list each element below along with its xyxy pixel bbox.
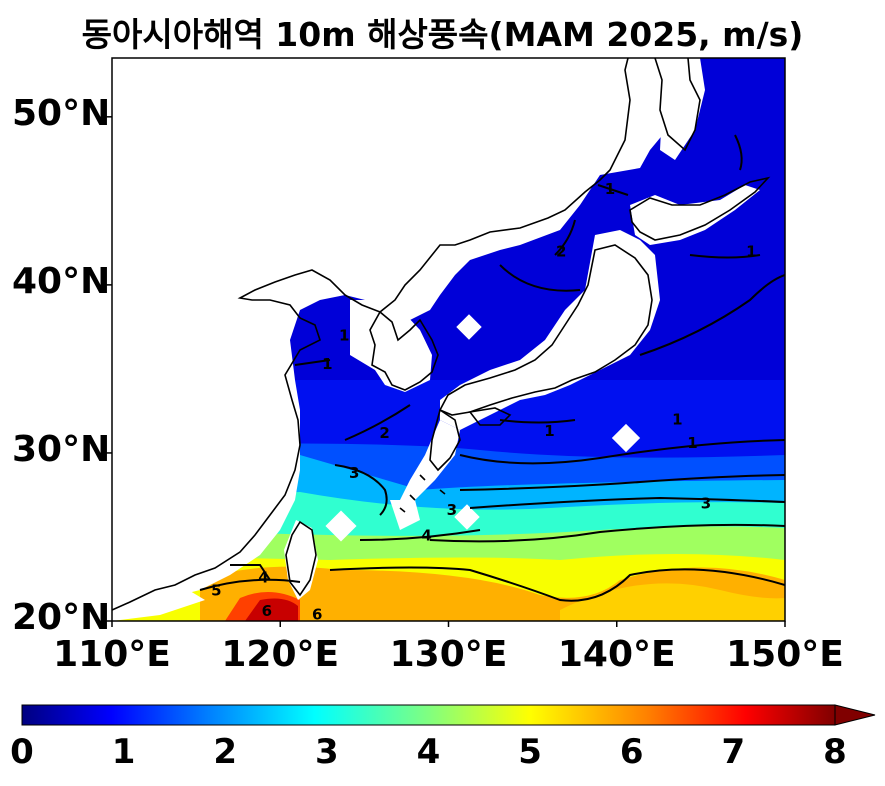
contour-label: 3 <box>447 501 457 519</box>
lon-tick-label: 140°E <box>557 634 676 675</box>
contour-label: 2 <box>556 242 566 260</box>
contour-label: 2 <box>379 424 389 442</box>
land-mask-square <box>454 504 480 530</box>
coastline-ryukyu <box>399 474 446 513</box>
colorbar-tick-label: 7 <box>721 732 746 772</box>
contour-line <box>597 184 629 196</box>
coastline-japan <box>438 244 653 416</box>
contour-label: 3 <box>349 464 359 482</box>
map-title: 동아시아해역 10m 해상풍속(MAM 2025, m/s) <box>81 15 804 54</box>
contour-label: 1 <box>687 434 697 452</box>
contour-label: 6 <box>312 605 322 623</box>
contour-line <box>734 134 743 171</box>
contour-line <box>639 274 785 356</box>
colorbar-bar <box>21 704 836 726</box>
land-mask-sakhalin <box>645 58 705 160</box>
wind-field-band <box>245 598 298 621</box>
colorbar-tick-label: 1 <box>111 732 136 772</box>
contour-line <box>499 419 576 424</box>
land-mask-square <box>611 423 641 453</box>
contour-label: 3 <box>701 494 711 512</box>
land-mask-square <box>456 314 482 340</box>
lon-tick-label: 150°E <box>726 634 844 675</box>
colorbar <box>21 704 876 726</box>
colorbar-tick-label: 4 <box>416 732 441 772</box>
colorbar-extend-arrow <box>834 704 876 726</box>
coastline-mainland <box>112 58 631 611</box>
contour-label: 5 <box>211 582 221 600</box>
axis-tick-marks <box>106 116 786 627</box>
coastline-hokkaido <box>629 176 771 241</box>
contour-line <box>230 564 271 581</box>
colorbar-tick-label: 3 <box>315 732 339 772</box>
colorbar-tick-label: 2 <box>213 732 238 772</box>
coastlines <box>112 58 771 611</box>
colorbar-tick-label: 8 <box>823 732 847 772</box>
contour-label: 6 <box>262 602 272 620</box>
land-mask-kyushu-islands <box>395 420 460 520</box>
contour-label: 4 <box>258 568 268 586</box>
contour-label: 1 <box>322 355 332 373</box>
land-mask-hainan-coast <box>112 585 205 621</box>
colorbar-tick-label: 6 <box>619 732 644 772</box>
colorbar-tick-label: 5 <box>518 732 542 772</box>
lat-tick-label: 30°N <box>12 428 111 470</box>
contour-line <box>554 219 576 256</box>
contour-line <box>329 566 785 602</box>
contour-line <box>199 578 301 591</box>
lon-tick-label: 130°E <box>389 634 508 675</box>
wind-contours <box>199 134 785 602</box>
lat-tick-label: 50°N <box>12 92 111 134</box>
contour-label: 1 <box>605 180 615 198</box>
contour-line <box>429 523 785 543</box>
lon-tick-label: 120°E <box>221 634 340 675</box>
contour-label: 1 <box>746 242 756 260</box>
contour-label: 1 <box>544 422 554 440</box>
land-mask-korea <box>350 300 432 392</box>
land-mask-okinawa <box>390 500 420 530</box>
contour-line <box>334 464 388 516</box>
land-mask-hokkaido <box>630 185 760 245</box>
contour-line <box>344 404 411 441</box>
contour-label: 1 <box>339 326 349 344</box>
colorbar-tick-label: 0 <box>10 732 34 772</box>
land-mask-mainland <box>112 58 675 612</box>
coastline-kyushu <box>429 408 461 472</box>
lat-tick-label: 40°N <box>12 260 111 302</box>
contour-label: 1 <box>672 410 682 428</box>
coastline-taiwan <box>285 520 317 597</box>
contour-line <box>294 359 331 366</box>
contour-line <box>459 474 785 491</box>
contour-label: 4 <box>421 526 431 544</box>
coastline-korea <box>369 310 439 391</box>
coastline-sakhalin <box>654 58 701 152</box>
land-mask-japan <box>440 230 660 430</box>
land-mask-square <box>325 510 357 542</box>
contour-line <box>499 264 581 292</box>
contour-line <box>359 529 481 541</box>
contour-line <box>469 496 785 509</box>
lon-tick-label: 110°E <box>53 634 171 675</box>
contour-line <box>459 439 785 465</box>
wind-field-band <box>560 583 785 621</box>
contour-line <box>689 254 761 259</box>
lat-tick-label: 20°N <box>12 597 111 638</box>
